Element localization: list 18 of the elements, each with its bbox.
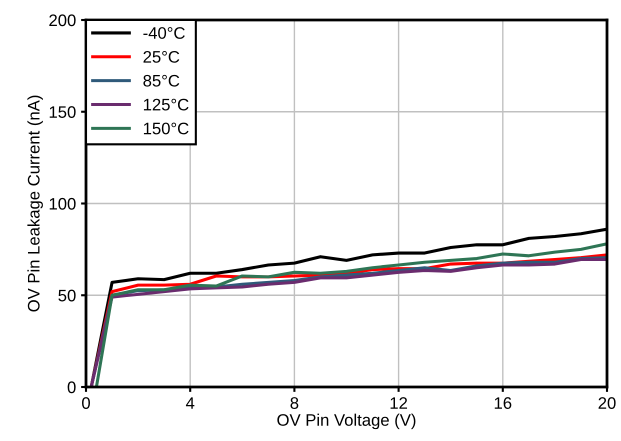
y-tick-label: 50 — [58, 290, 76, 302]
x-tick-label: 20 — [598, 397, 616, 409]
y-tick-label: 100 — [50, 198, 76, 210]
legend-label: 150°C — [144, 122, 189, 134]
legend-label: 85°C — [143, 74, 180, 87]
y-tick-label: 150 — [50, 106, 76, 118]
legend-label: 25°C — [144, 50, 180, 63]
x-tick-label: 0 — [82, 397, 90, 409]
legend-label: -40°C — [143, 27, 185, 39]
x-tick-label: 12 — [390, 397, 408, 409]
y-axis-title: OV Pin Leakage Current (nA) — [27, 96, 43, 312]
y-tick-label: 200 — [49, 14, 76, 26]
y-tick-label: 0 — [68, 381, 76, 394]
x-tick-label: 4 — [186, 397, 194, 409]
x-axis-title: OV Pin Voltage (V) — [277, 414, 416, 430]
legend-label: 125°C — [144, 98, 189, 111]
x-tick-label: 16 — [494, 397, 512, 409]
x-tick-label: 8 — [290, 397, 298, 409]
